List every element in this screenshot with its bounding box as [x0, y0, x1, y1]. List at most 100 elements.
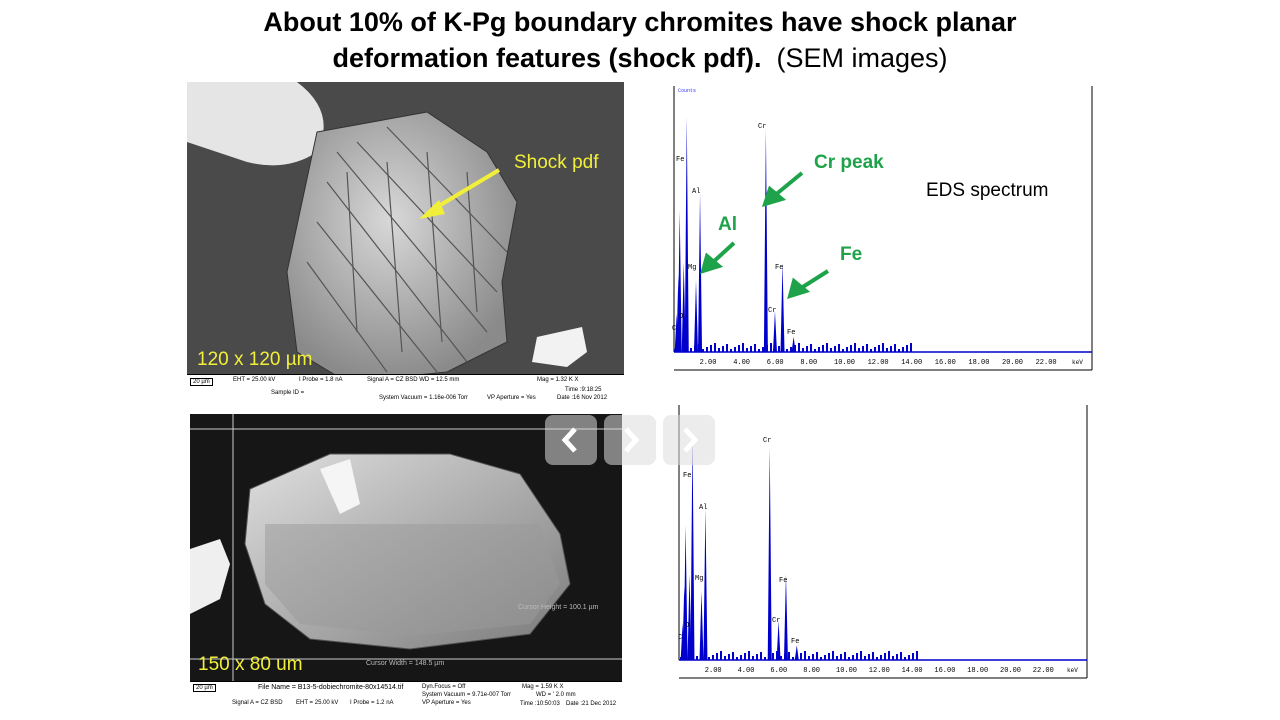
- eds-bottom-peak: [767, 446, 772, 660]
- eds-bottom-tick-label: 6.00: [770, 667, 787, 675]
- eds-top-tick-label: 16.00: [935, 359, 956, 367]
- eds-top-tick-label: 14.00: [901, 359, 922, 367]
- eds-bottom-peak-o: O: [685, 622, 689, 630]
- eds-top-peak-al: Al: [692, 188, 700, 196]
- eds-top-peak: [791, 336, 796, 352]
- sem-bottom-mag: Mag = 1.59 K X: [522, 684, 564, 690]
- eds-top-peak-cr2: Cr: [768, 307, 776, 315]
- eds-top-peak: [676, 275, 681, 352]
- eds-top-tick-label: 2.00: [700, 359, 717, 367]
- eds-top-peak: [681, 262, 686, 352]
- eds-bottom-peak: [783, 574, 788, 660]
- eds-bottom-peak-fe1: Fe: [683, 472, 691, 480]
- eds-bottom-kev-label: keV: [1067, 667, 1078, 674]
- eds-bottom-tick-label: 18.00: [967, 667, 988, 675]
- eds-bottom-peak: [703, 508, 708, 660]
- eds-top-tick-label: 4.00: [733, 359, 750, 367]
- shock-pdf-annotation: Shock pdf: [514, 152, 599, 173]
- sem-image-top: 120 x 120 µm Shock pdf 20 µm EHT = 25.00…: [187, 82, 624, 409]
- sem-bottom-date: Date :21 Dec 2012: [566, 701, 617, 707]
- eds-bottom-peak-fe2: Fe: [779, 577, 787, 585]
- sem-bottom-info-bar: 20 µm File Name = B13-5-dobiechromite-80…: [190, 681, 622, 710]
- sem-top-eht: EHT = 25.00 kV: [233, 377, 276, 383]
- eds-top-peak-fe3: Fe: [787, 329, 795, 337]
- eds-top-peak: [684, 116, 689, 352]
- eds-bottom-tick-label: 2.00: [705, 667, 722, 675]
- sem-bottom-eht: EHT = 25.00 kV: [296, 700, 339, 706]
- sem-bottom-aperture: VP Aperture = Yes: [422, 700, 471, 706]
- eds-top-peak: [698, 193, 703, 352]
- eds-al-annotation: Al: [718, 214, 737, 235]
- slide-title-line2: deformation features (shock pdf). (SEM i…: [332, 43, 948, 73]
- sem-top-vacuum: System Vacuum = 1.16e-006 Torr: [379, 395, 468, 401]
- eds-top-peak: [763, 129, 768, 352]
- sem-top-time: Time :9:18:25: [565, 387, 602, 393]
- next-slide-button[interactable]: [663, 415, 715, 465]
- slide-title-line1: About 10% of K-Pg boundary chromites hav…: [263, 7, 1017, 37]
- sem-top-signal: Signal A = CZ BSD WD = 12.5 mm: [367, 377, 460, 383]
- menu-icon: [624, 427, 640, 453]
- sem-bottom-time: Time :10:50:03: [520, 701, 560, 707]
- eds-cr-peak-annotation: Cr peak: [814, 152, 884, 173]
- eds-fe-annotation: Fe: [840, 244, 863, 265]
- sem-top-iprobe: I Probe = 1.8 nA: [299, 377, 343, 383]
- eds-top-tick-label: 18.00: [968, 359, 989, 367]
- eds-bottom-peak: [794, 645, 799, 660]
- eds-top-plot: 2.00 4.00 6.00 8.00 10.00 12.00 14.00 16.00 18.0…: [670, 86, 1095, 371]
- eds-bottom-peak: [699, 591, 704, 660]
- eds-top-tick-label: 20.00: [1002, 359, 1023, 367]
- eds-bottom-peak-al: Al: [699, 504, 707, 512]
- eds-spectrum-label: EDS spectrum: [926, 180, 1049, 201]
- eds-top-peak-o: O: [679, 313, 683, 321]
- sem-bottom-signal: Signal A = CZ BSD: [232, 700, 283, 706]
- sem-top-info-bar: 20 µm EHT = 25.00 kV I Probe = 1.8 nA Si…: [187, 374, 624, 409]
- eds-bottom-tick-label: 4.00: [738, 667, 755, 675]
- eds-bottom-tick-label: 22.00: [1033, 667, 1054, 675]
- sem-bottom-size-label: 150 x 80 um: [198, 654, 303, 675]
- sem-top-size-label: 120 x 120 µm: [197, 349, 313, 370]
- eds-top-tick-label: 12.00: [868, 359, 889, 367]
- sem-bottom-wd: WD = ' 2.0 mm: [536, 692, 576, 698]
- sem-bottom-iprobe: I Probe = 1.2 nA: [350, 700, 394, 706]
- cursor-height-label: Cursor Height = 100.1 µm: [518, 604, 599, 611]
- eds-bottom-tick-label: 10.00: [836, 667, 857, 675]
- eds-bottom-tick-label: 16.00: [934, 667, 955, 675]
- slide-navigation: [545, 415, 715, 465]
- cursor-width-label: Cursor Width = 148.5 µm: [366, 660, 445, 667]
- chevron-left-icon: [561, 427, 577, 453]
- eds-bottom-peak-cr2: Cr: [772, 617, 780, 625]
- sem-top-date: Date :16 Nov 2012: [557, 395, 608, 401]
- eds-bottom-peak: [690, 434, 695, 660]
- eds-bottom-peak-mg: Mg: [695, 575, 703, 583]
- sem-top-scale-bar: 20 µm: [190, 378, 213, 386]
- eds-top-peak-fe2: Fe: [775, 264, 783, 272]
- sem-top-grain-graphic: [187, 82, 624, 409]
- eds-top-tick-label: 22.00: [1036, 359, 1057, 367]
- eds-bottom-peak-fe3: Fe: [791, 638, 799, 646]
- eds-top-peak: [772, 311, 777, 352]
- eds-bottom-tick-label: 14.00: [902, 667, 923, 675]
- eds-top-kev-label: keV: [1072, 359, 1083, 366]
- eds-top-peak-mg: Mg: [688, 264, 696, 272]
- previous-slide-button[interactable]: [545, 415, 597, 465]
- eds-top-tick-label: 10.00: [834, 359, 855, 367]
- eds-bottom-peak: [687, 574, 692, 660]
- sem-top-mag: Mag = 1.32 K X: [537, 377, 579, 383]
- sem-top-sample: Sample ID =: [271, 390, 305, 396]
- eds-top-peak-c: C: [672, 325, 676, 333]
- sem-bottom-vacuum: System Vacuum = 9.71e-007 Torr: [422, 692, 511, 698]
- eds-spectrum-top: 2.00 4.00 6.00 8.00 10.00 12.00 14.00 16.00 18.0…: [670, 86, 1095, 371]
- eds-top-tick-label: 8.00: [800, 359, 817, 367]
- sem-top-aperture: VP Aperture = Yes: [487, 395, 536, 401]
- eds-top-tick-label: 6.00: [767, 359, 784, 367]
- sem-bottom-scale-bar: 20 µm: [193, 684, 216, 692]
- eds-bottom-peak: [776, 620, 781, 660]
- eds-spectrum-bottom: 2.00 4.00 6.00 8.00 10.00 12.00 14.00 16.00 18.0…: [675, 405, 1090, 680]
- eds-top-peak-fe1: Fe: [676, 156, 684, 164]
- eds-bottom-peak-c: C: [678, 634, 682, 642]
- shock-pdf-arrow: [419, 168, 501, 219]
- eds-top-peak: [780, 262, 785, 352]
- eds-bottom-peak: [682, 586, 687, 660]
- eds-bottom-plot: 2.00 4.00 6.00 8.00 10.00 12.00 14.00 16.00 18.0…: [675, 405, 1090, 680]
- slide-menu-button[interactable]: [604, 415, 656, 465]
